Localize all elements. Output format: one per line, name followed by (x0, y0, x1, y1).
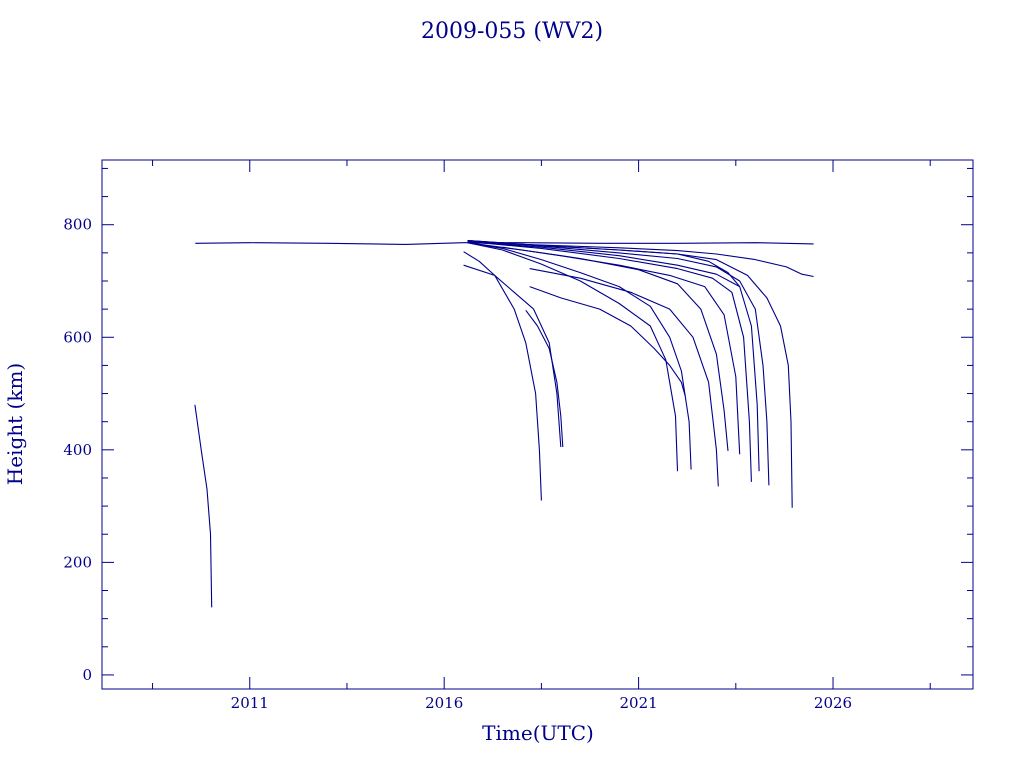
x-tick-label: 2026 (814, 694, 852, 712)
x-tick-label: 2021 (620, 694, 658, 712)
y-tick-label: 600 (63, 328, 92, 346)
series-line-11 (502, 246, 741, 455)
series-line-17 (467, 242, 814, 278)
y-tick-label: 200 (63, 553, 92, 571)
series-line-13 (467, 241, 760, 472)
series-line-3 (463, 264, 542, 501)
series-line-2 (194, 404, 213, 608)
series-line-6 (467, 242, 679, 472)
chart-title: 2009-055 (WV2) (421, 19, 603, 44)
series-line-5 (525, 309, 564, 448)
x-axis-label: Time(UTC) (482, 721, 594, 745)
y-tick-label: 0 (82, 666, 92, 684)
series-line-15 (467, 239, 793, 508)
x-tick-label: 2016 (425, 694, 463, 712)
series-line-8 (529, 286, 686, 397)
axis-ticks: 2011 2016 2021 2026 0 200 400 600 800 (63, 160, 973, 712)
series-line-9 (529, 268, 719, 487)
series-line-12 (467, 241, 752, 482)
series-line-14 (467, 239, 770, 486)
x-tick-label: 2011 (231, 694, 269, 712)
y-axis-label: Height (km) (3, 363, 27, 485)
plot-frame (101, 159, 974, 690)
series-line-4 (463, 251, 562, 448)
y-tick-label: 800 (63, 216, 92, 234)
y-tick-label: 400 (63, 441, 92, 459)
series-group (194, 239, 814, 608)
